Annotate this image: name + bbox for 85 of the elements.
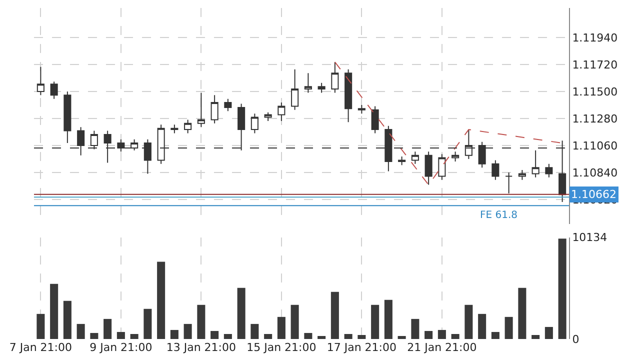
y-tick-label: 1.11720 (572, 58, 618, 72)
bar (518, 288, 526, 339)
ref-line-label: FE 61.8 (480, 210, 518, 221)
candlestick (452, 151, 460, 162)
bar (237, 288, 246, 339)
bar (184, 324, 192, 339)
candlestick (304, 72, 312, 94)
candlestick (518, 170, 526, 180)
bar (250, 324, 259, 339)
bar (104, 318, 112, 339)
bar (304, 332, 312, 339)
bar (144, 308, 152, 339)
y-tick-label: 1.11280 (572, 112, 618, 126)
bar (76, 324, 85, 339)
candlestick (210, 94, 218, 124)
candlestick (411, 151, 419, 164)
bar (318, 336, 326, 339)
candlestick (358, 104, 366, 114)
bar (63, 300, 72, 339)
candlestick (36, 66, 44, 96)
candlestick (170, 124, 178, 134)
candlestick (424, 151, 432, 186)
bar (532, 334, 540, 339)
bar (36, 314, 45, 339)
bar (358, 334, 366, 339)
bar (478, 314, 486, 339)
bar (290, 304, 299, 339)
bar (197, 304, 206, 339)
bar (170, 330, 178, 339)
bar (491, 332, 500, 339)
bar (384, 300, 392, 339)
candlestick (50, 81, 58, 100)
candlestick (278, 102, 286, 122)
bar (50, 284, 58, 339)
x-tick-label: 17 Jan 21:00 (326, 341, 397, 354)
candlestick (545, 163, 553, 178)
candlestick (64, 90, 72, 144)
bar (264, 334, 272, 339)
candlestick (505, 172, 513, 194)
candlestick (184, 119, 192, 134)
y-tick-label: 1.11500 (572, 85, 618, 98)
candlestick (291, 68, 299, 110)
candlestick (318, 82, 326, 94)
x-tick-label: 7 Jan 21:00 (9, 341, 72, 354)
candlestick (264, 112, 272, 122)
bar (277, 316, 286, 339)
bar (438, 330, 446, 339)
candlestick (331, 62, 339, 94)
x-tick-label: 21 Jan 21:00 (407, 341, 477, 354)
bar (398, 336, 406, 339)
bar (330, 292, 339, 339)
y-tick-label: 1.10840 (572, 166, 618, 180)
candlestick (438, 154, 446, 180)
ref-line-label: 1.10662 (571, 188, 616, 201)
bar (451, 334, 460, 339)
candlestick (398, 156, 406, 166)
bar (344, 334, 352, 339)
bar (90, 332, 98, 339)
candlestick (197, 92, 205, 128)
bar (544, 326, 553, 339)
bar (116, 332, 125, 339)
x-tick-label: 15 Jan 21:00 (246, 341, 316, 354)
bar (504, 316, 513, 339)
bar (157, 262, 166, 339)
x-tick-label: 13 Jan 21:00 (166, 341, 236, 354)
candlestick (532, 150, 540, 178)
candlestick (250, 113, 258, 134)
candlestick (371, 106, 379, 134)
bar (371, 304, 380, 339)
y-tick-label: 0 (572, 332, 580, 346)
bar (464, 304, 473, 339)
bar (411, 318, 420, 339)
candlestick (344, 68, 352, 123)
bar (424, 330, 433, 339)
candlestick (224, 98, 232, 112)
line-series (334, 62, 563, 186)
bar (130, 334, 138, 339)
y-tick-label: 1.11940 (572, 31, 618, 44)
y-tick-label: 1.11060 (572, 139, 618, 152)
bar (558, 238, 566, 339)
y-tick-label: 10134 (572, 231, 608, 244)
bar (210, 330, 219, 339)
bar (224, 334, 232, 339)
x-tick-label: 9 Jan 21:00 (90, 341, 152, 354)
candlestick (492, 160, 500, 180)
